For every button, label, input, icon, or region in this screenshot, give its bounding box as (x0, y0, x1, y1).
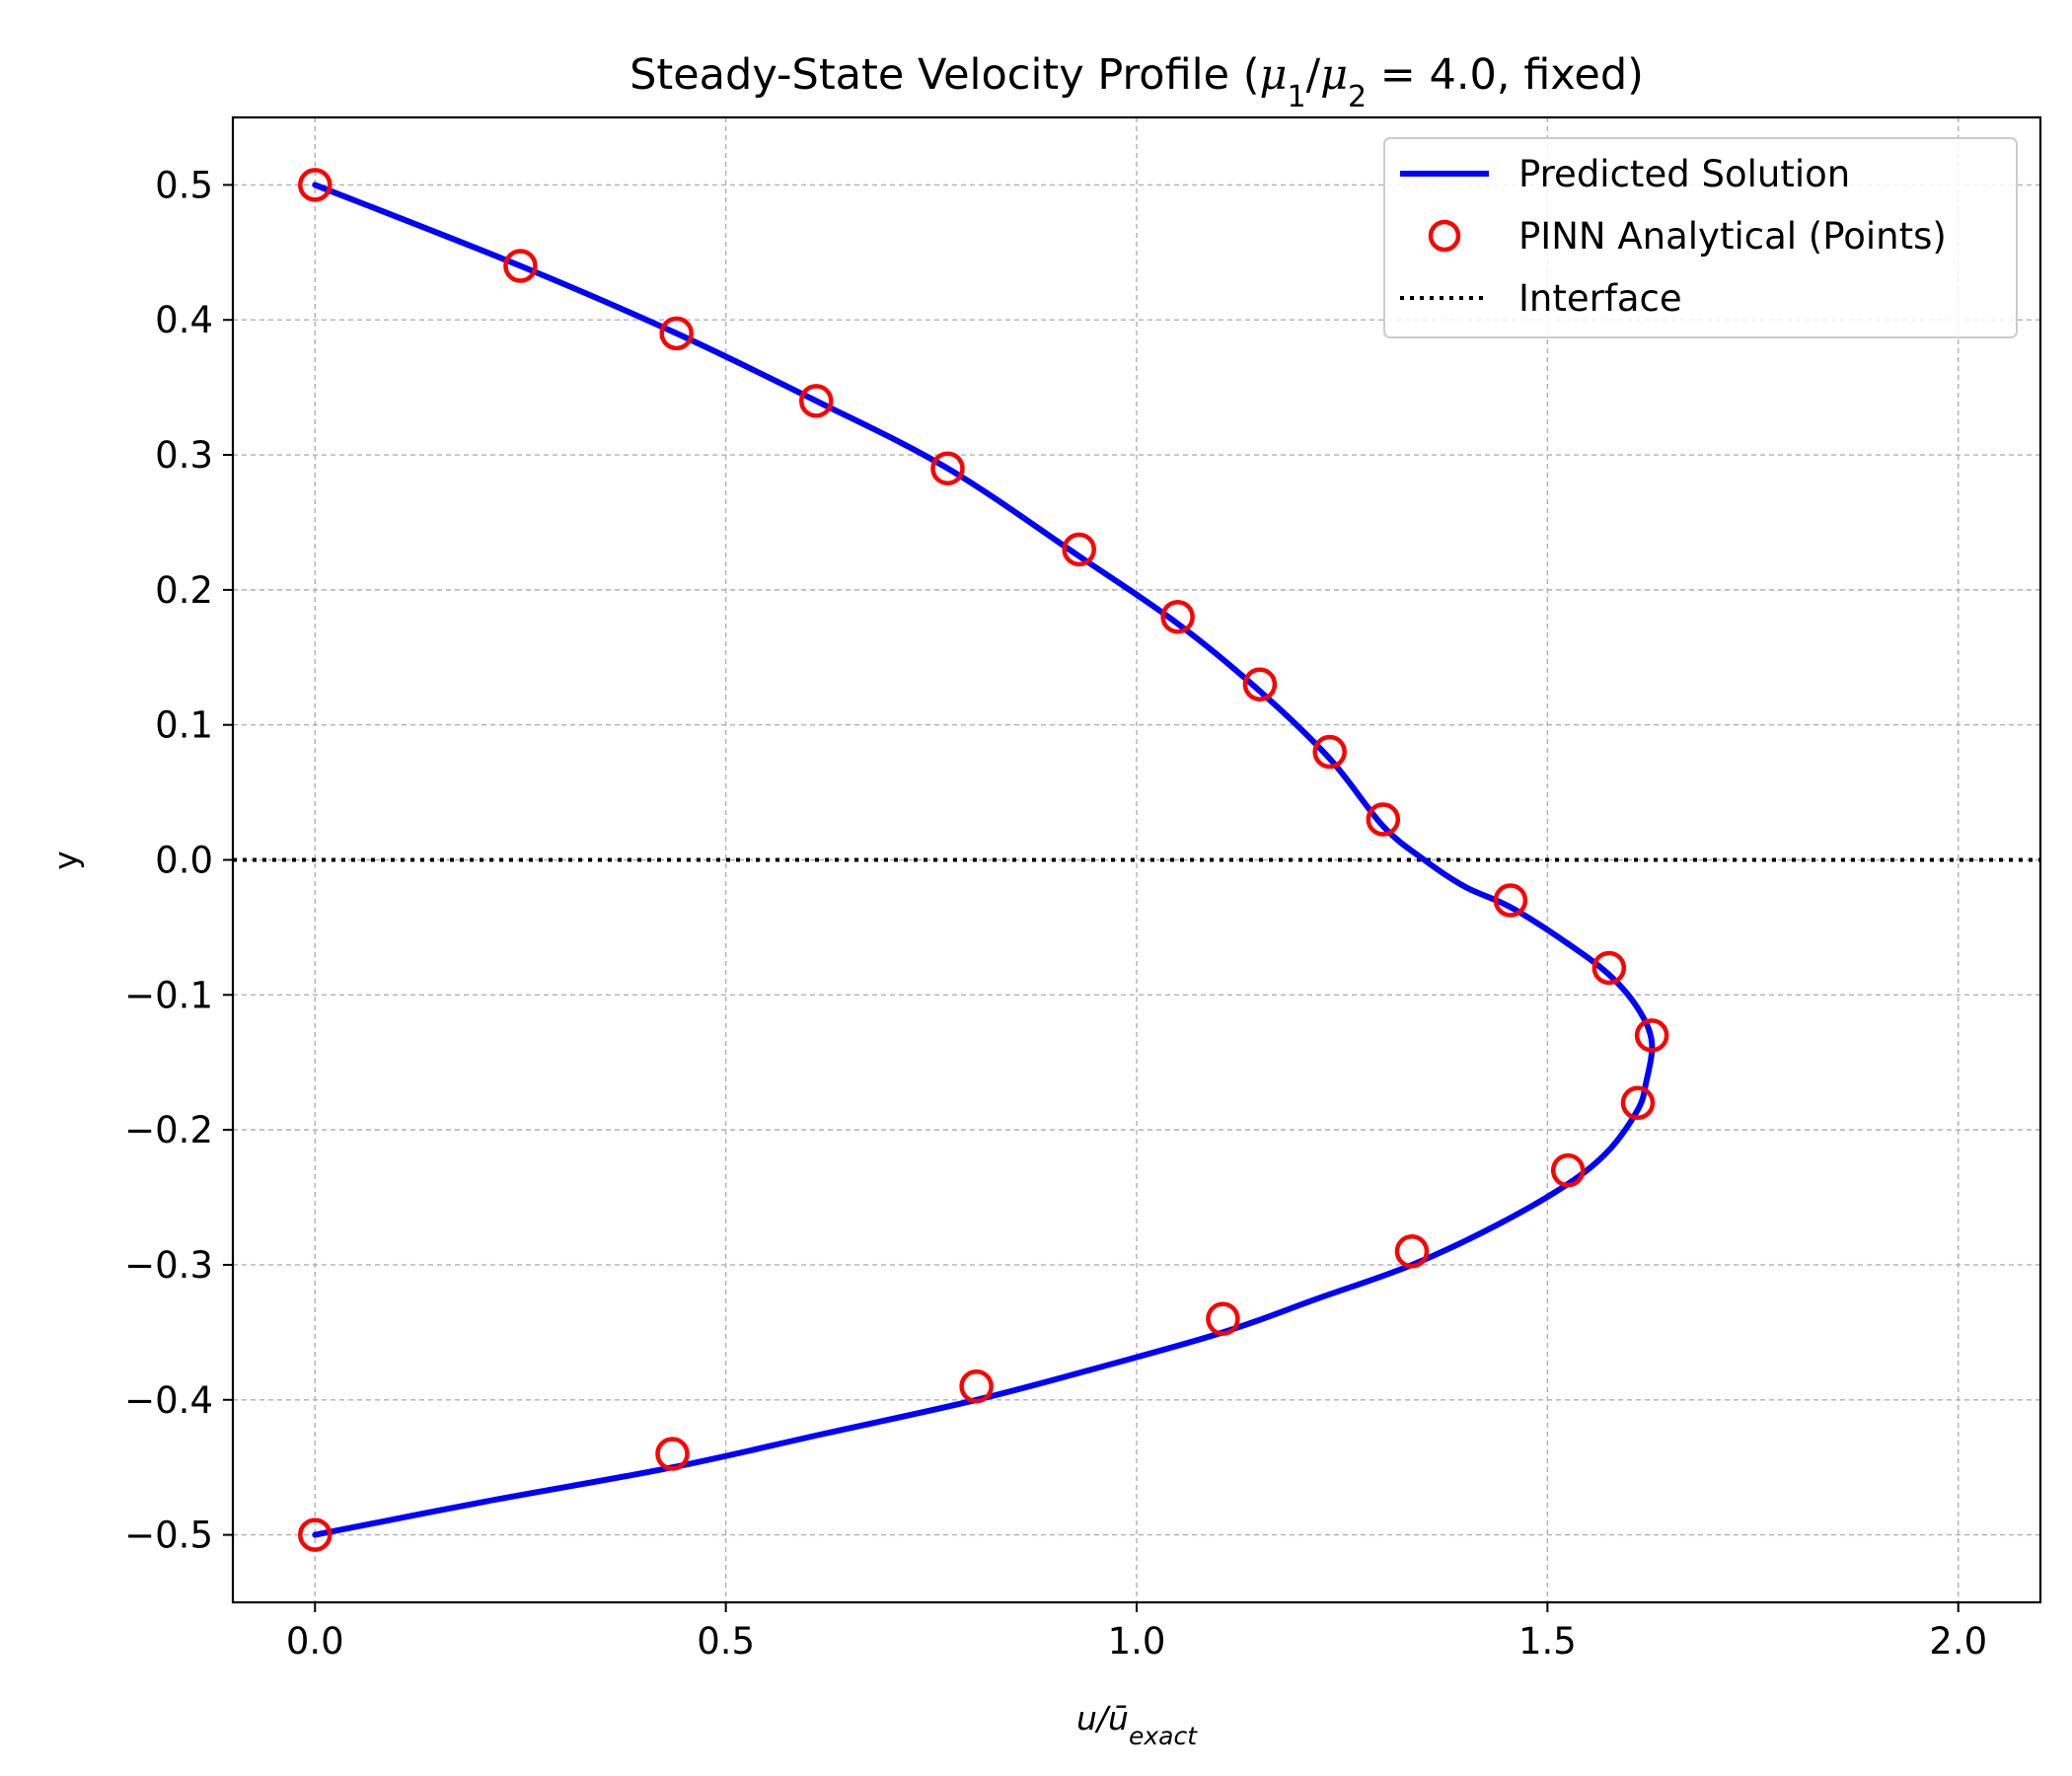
tick-layer: 0.0 0.5 1.0 1.5 2.0 0.5 0.4 0.3 0.2 0.1 0.0 −0.1 −0.… (124, 164, 1987, 1663)
pinn-marker (1312, 734, 1347, 770)
x-tick-label: 0.0 (286, 1620, 344, 1663)
pinn-marker (503, 249, 538, 283)
legend-frame (1383, 137, 2018, 338)
pinn-marker (1366, 802, 1401, 837)
pinn-marker (298, 168, 333, 202)
pinn-marker (1160, 599, 1195, 634)
y-tick-label: 0.3 (155, 434, 213, 477)
x-tick-label: 2.0 (1929, 1620, 1987, 1663)
pinn-marker (1394, 1234, 1430, 1269)
pinn-marker (1550, 1152, 1586, 1188)
pinn-marker (1634, 1018, 1669, 1053)
pinn-marker (655, 1437, 690, 1471)
x-tick-label: 0.5 (697, 1620, 755, 1663)
pinn-marker (1242, 667, 1278, 702)
y-tick-label: −0.2 (124, 1109, 213, 1151)
pinn-marker (1206, 1301, 1240, 1336)
pinn-marker (1591, 950, 1627, 986)
series-layer (298, 168, 1669, 1552)
plot-area-frame (231, 115, 2042, 1604)
y-tick-label: −0.5 (124, 1515, 213, 1557)
pinn-marker (1493, 883, 1528, 918)
y-tick-label: 0.1 (155, 704, 213, 747)
legend-marker-swatch (1428, 219, 1461, 253)
legend-label-interface: Interface (1518, 277, 1682, 320)
y-tick-label: −0.1 (124, 974, 213, 1016)
y-tick-label: 0.0 (155, 840, 213, 882)
x-tick-label: 1.5 (1518, 1620, 1577, 1663)
y-tick-label: 0.2 (155, 569, 213, 612)
legend: Predicted Solution PINN Analytical (Poin… (1383, 137, 2018, 338)
y-tick-label: 0.4 (155, 299, 213, 341)
legend-label-pinn: PINN Analytical (Points) (1518, 215, 1947, 258)
pinn-marker (298, 1517, 333, 1552)
pinn-marker (1620, 1085, 1656, 1121)
pinn-marker (930, 451, 965, 485)
y-tick-label: −0.3 (124, 1244, 213, 1287)
y-tick-label: −0.4 (124, 1379, 213, 1422)
pinn-marker (659, 316, 694, 351)
pinn-marker (1062, 532, 1096, 567)
pinn-marker (798, 384, 834, 418)
y-tick-label: 0.5 (155, 164, 213, 206)
x-tick-label: 1.0 (1108, 1620, 1166, 1663)
y-axis-label: y (46, 851, 85, 870)
pinn-marker (959, 1369, 994, 1404)
legend-label-predicted: Predicted Solution (1518, 153, 1850, 195)
